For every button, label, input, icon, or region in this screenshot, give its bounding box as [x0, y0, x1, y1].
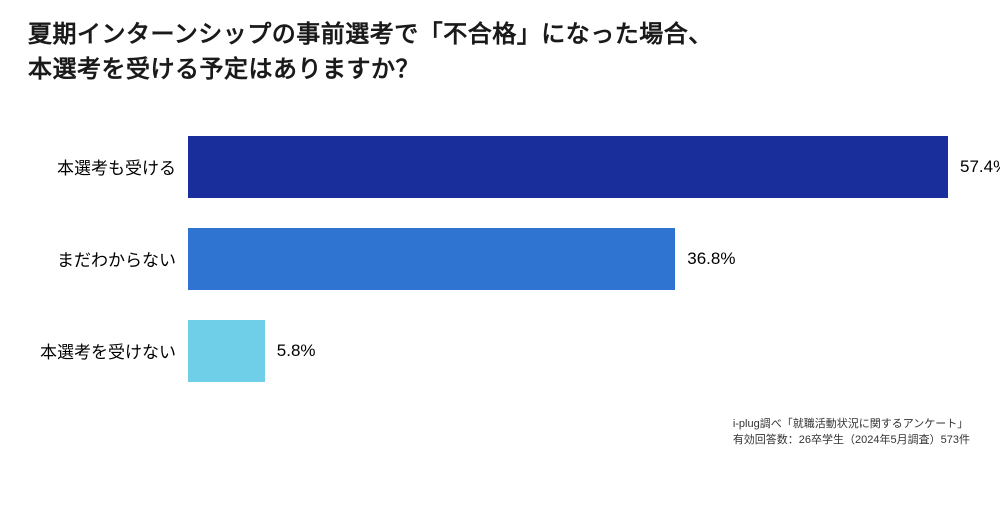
footnote-line-1: i-plug調べ「就職活動状況に関するアンケート」: [733, 417, 970, 433]
chart-container: 夏期インターンシップの事前選考で「不合格」になった場合、 本選考を受ける予定はあ…: [0, 0, 1000, 505]
title-line-2: 本選考を受ける予定はありますか？: [28, 53, 970, 88]
category-label: 本選考を受けない: [28, 338, 188, 363]
footnote-line-2: 有効回答数：26卒学生（2024年5月調査）573件: [733, 433, 970, 449]
category-label: まだわからない: [28, 246, 188, 271]
chart-title: 夏期インターンシップの事前選考で「不合格」になった場合、 本選考を受ける予定はあ…: [28, 18, 970, 88]
bar-row: 本選考も受ける 57.4%: [28, 136, 970, 198]
bar-row: 本選考を受けない 5.8%: [28, 320, 970, 382]
value-label: 36.8%: [687, 249, 735, 269]
bar-row: まだわからない 36.8%: [28, 228, 970, 290]
bar-2: [188, 320, 265, 382]
category-label: 本選考も受ける: [28, 154, 188, 179]
bar-chart: 本選考も受ける 57.4% まだわからない 36.8% 本選考を受けない 5.8…: [28, 136, 970, 382]
value-label: 57.4%: [960, 157, 1000, 177]
bar-track: 57.4%: [188, 136, 1000, 198]
chart-footnote: i-plug調べ「就職活動状況に関するアンケート」 有効回答数：26卒学生（20…: [733, 417, 970, 449]
title-line-1: 夏期インターンシップの事前選考で「不合格」になった場合、: [28, 21, 713, 48]
bar-track: 5.8%: [188, 320, 970, 382]
value-label: 5.8%: [277, 341, 316, 361]
bar-track: 36.8%: [188, 228, 970, 290]
bar-1: [188, 228, 675, 290]
bar-0: [188, 136, 948, 198]
